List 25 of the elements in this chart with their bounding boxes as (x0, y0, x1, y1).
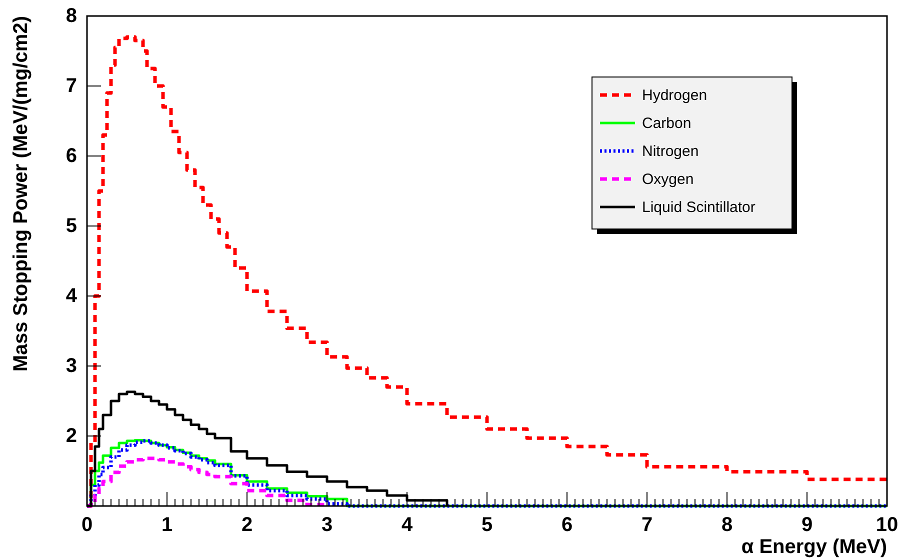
x-tick-label: 4 (401, 514, 414, 536)
x-tick-label: 6 (561, 514, 573, 536)
x-tick-label: 3 (321, 514, 333, 536)
x-tick-label: 1 (161, 514, 173, 536)
x-tick-label: 7 (641, 514, 653, 536)
legend-label: Hydrogen (642, 87, 708, 104)
legend-label: Oxygen (642, 171, 694, 188)
x-tick-label: 9 (801, 514, 813, 536)
x-tick-label: 10 (876, 514, 898, 536)
y-axis-title: Mass Stopping Power (MeV/(mg/cm2) (10, 16, 32, 372)
x-tick-label: 8 (721, 514, 733, 536)
y-tick-label: 7 (66, 75, 77, 97)
y-tick-label: 4 (66, 285, 78, 307)
x-tick-label: 0 (81, 514, 93, 536)
legend-label: Nitrogen (642, 143, 699, 160)
x-axis-title: α Energy (MeV) (741, 536, 887, 558)
legend-label: Liquid Scintillator (642, 199, 756, 216)
y-tick-label: 5 (66, 215, 77, 237)
y-tick-label: 6 (66, 145, 77, 167)
x-tick-label: 2 (241, 514, 253, 536)
legend-label: Carbon (642, 115, 692, 132)
y-tick-label: 8 (66, 5, 77, 27)
y-tick-label: 2 (66, 425, 77, 447)
y-tick-label: 3 (66, 355, 77, 377)
x-tick-label: 5 (481, 514, 493, 536)
